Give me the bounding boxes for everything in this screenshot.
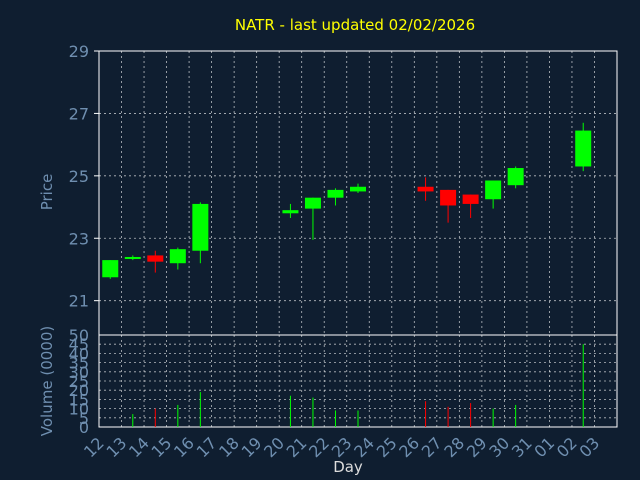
volume-tick-label: 40 (69, 344, 89, 363)
candle-body (440, 189, 457, 206)
x-axis-label: Day (333, 458, 363, 476)
volume-tick-label: 25 (69, 372, 89, 391)
volume-axis-label: Volume (0000) (38, 326, 56, 436)
candle-body (327, 189, 344, 198)
price-tick-label: 27 (69, 104, 89, 123)
candle-body (350, 186, 366, 192)
price-panel: 21 23 25 27 29 (69, 42, 618, 336)
volume-tick-label: 5 (79, 409, 89, 428)
candle-body (304, 197, 321, 209)
price-tick-label: 23 (69, 229, 89, 248)
candle-body (507, 168, 524, 186)
candle-body (102, 260, 119, 278)
volume-tick-label: 0 (79, 418, 89, 437)
price-tick-label: 29 (69, 42, 89, 61)
candle-body (192, 203, 209, 251)
volume-tick-label: 20 (69, 381, 89, 400)
volume-tick-label: 35 (69, 354, 89, 373)
price-tick-label: 21 (69, 292, 89, 311)
candle-body (147, 255, 164, 262)
price-tick-label: 25 (69, 167, 89, 186)
price-axis-label: Price (38, 174, 56, 211)
volume-tick-label: 45 (69, 335, 89, 354)
candle-body (485, 180, 502, 200)
volume-tick-label: 15 (69, 390, 89, 409)
candle-body (417, 186, 434, 192)
volume-tick-label: 10 (69, 400, 89, 419)
candle-body (169, 249, 186, 264)
volume-tick-label: 50 (69, 326, 89, 345)
candle-body (282, 210, 299, 214)
candle-body (575, 130, 592, 167)
candle-body (124, 256, 141, 259)
chart-title: NATR - last updated 02/02/2026 (235, 16, 475, 34)
volume-tick-label: 30 (69, 363, 89, 382)
candle-body (462, 194, 479, 204)
